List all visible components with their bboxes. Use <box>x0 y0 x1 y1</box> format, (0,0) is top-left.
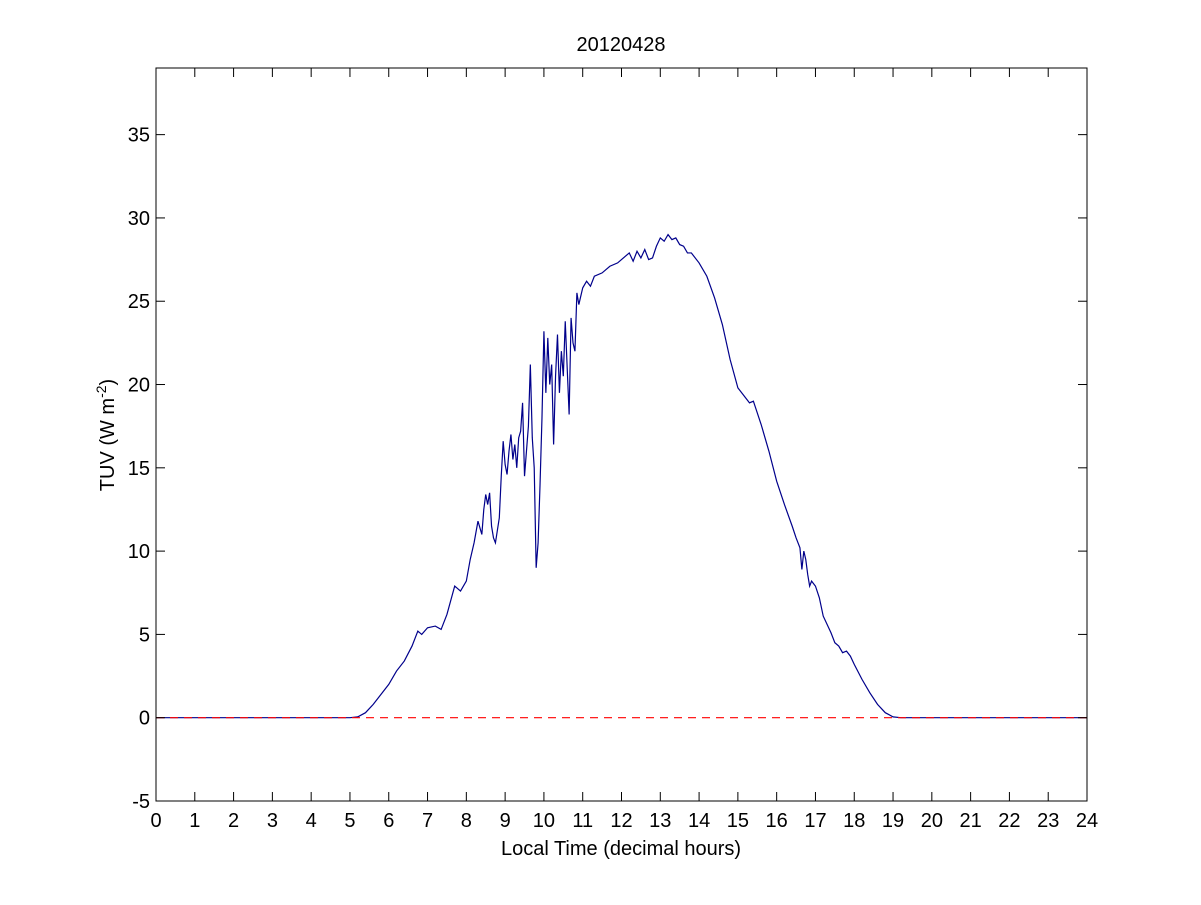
y-tick-label: 20 <box>128 375 150 397</box>
y-axis-label: TUV (W m-2) <box>93 379 119 491</box>
x-tick-label: 13 <box>649 810 671 832</box>
x-tick-label: 7 <box>422 810 433 832</box>
x-tick-label: 5 <box>344 810 355 832</box>
y-tick-label: 10 <box>128 541 150 563</box>
x-tick-label: 21 <box>960 810 982 832</box>
series-layer <box>156 233 1087 719</box>
y-tick-label: 15 <box>128 458 150 480</box>
x-tick-label: 15 <box>727 810 749 832</box>
x-tick-label: 3 <box>267 810 278 832</box>
x-tick-label: 8 <box>461 810 472 832</box>
x-tick-label: 23 <box>1037 810 1059 832</box>
y-tick-label: 25 <box>128 291 150 313</box>
y-tick-label: -5 <box>132 791 150 813</box>
x-tick-label: 20 <box>921 810 943 832</box>
y-axis-label-end: ) <box>97 379 119 386</box>
chart-title: 20120428 <box>577 34 666 56</box>
x-tick-label: 18 <box>843 810 865 832</box>
x-tick-label: 17 <box>804 810 826 832</box>
x-axis-label: Local Time (decimal hours) <box>501 838 741 860</box>
x-tick-label: 11 <box>572 810 593 832</box>
y-tick-label: 0 <box>139 708 150 730</box>
x-tick-label: 4 <box>306 810 317 832</box>
x-tick-label: 10 <box>533 810 555 832</box>
x-tick-label: 9 <box>500 810 511 832</box>
x-tick-label: 24 <box>1076 810 1098 832</box>
y-tick-label: 30 <box>128 208 150 230</box>
x-tick-label: 12 <box>610 810 632 832</box>
x-tick-label: 6 <box>383 810 394 832</box>
x-tick-label: 1 <box>189 810 200 832</box>
x-tick-label: 0 <box>150 810 161 832</box>
tuv-series-line <box>156 233 1087 719</box>
x-tick-label: 14 <box>688 810 710 832</box>
x-tick-label: 2 <box>228 810 239 832</box>
y-axis-label-main: TUV (W m <box>97 398 119 491</box>
y-axis-label-superscript: -2 <box>93 385 109 398</box>
x-tick-label: 22 <box>998 810 1020 832</box>
axes-layer: 0 1 2 3 4 5 6 7 8 9 10 11 12 13 14 15 16 17 18 19 20 21 22 23 24… <box>128 67 1098 832</box>
x-tick-label: 16 <box>766 810 788 832</box>
y-tick-label: 5 <box>139 624 150 646</box>
y-tick-label: 35 <box>128 125 150 147</box>
x-tick-label: 19 <box>882 810 904 832</box>
